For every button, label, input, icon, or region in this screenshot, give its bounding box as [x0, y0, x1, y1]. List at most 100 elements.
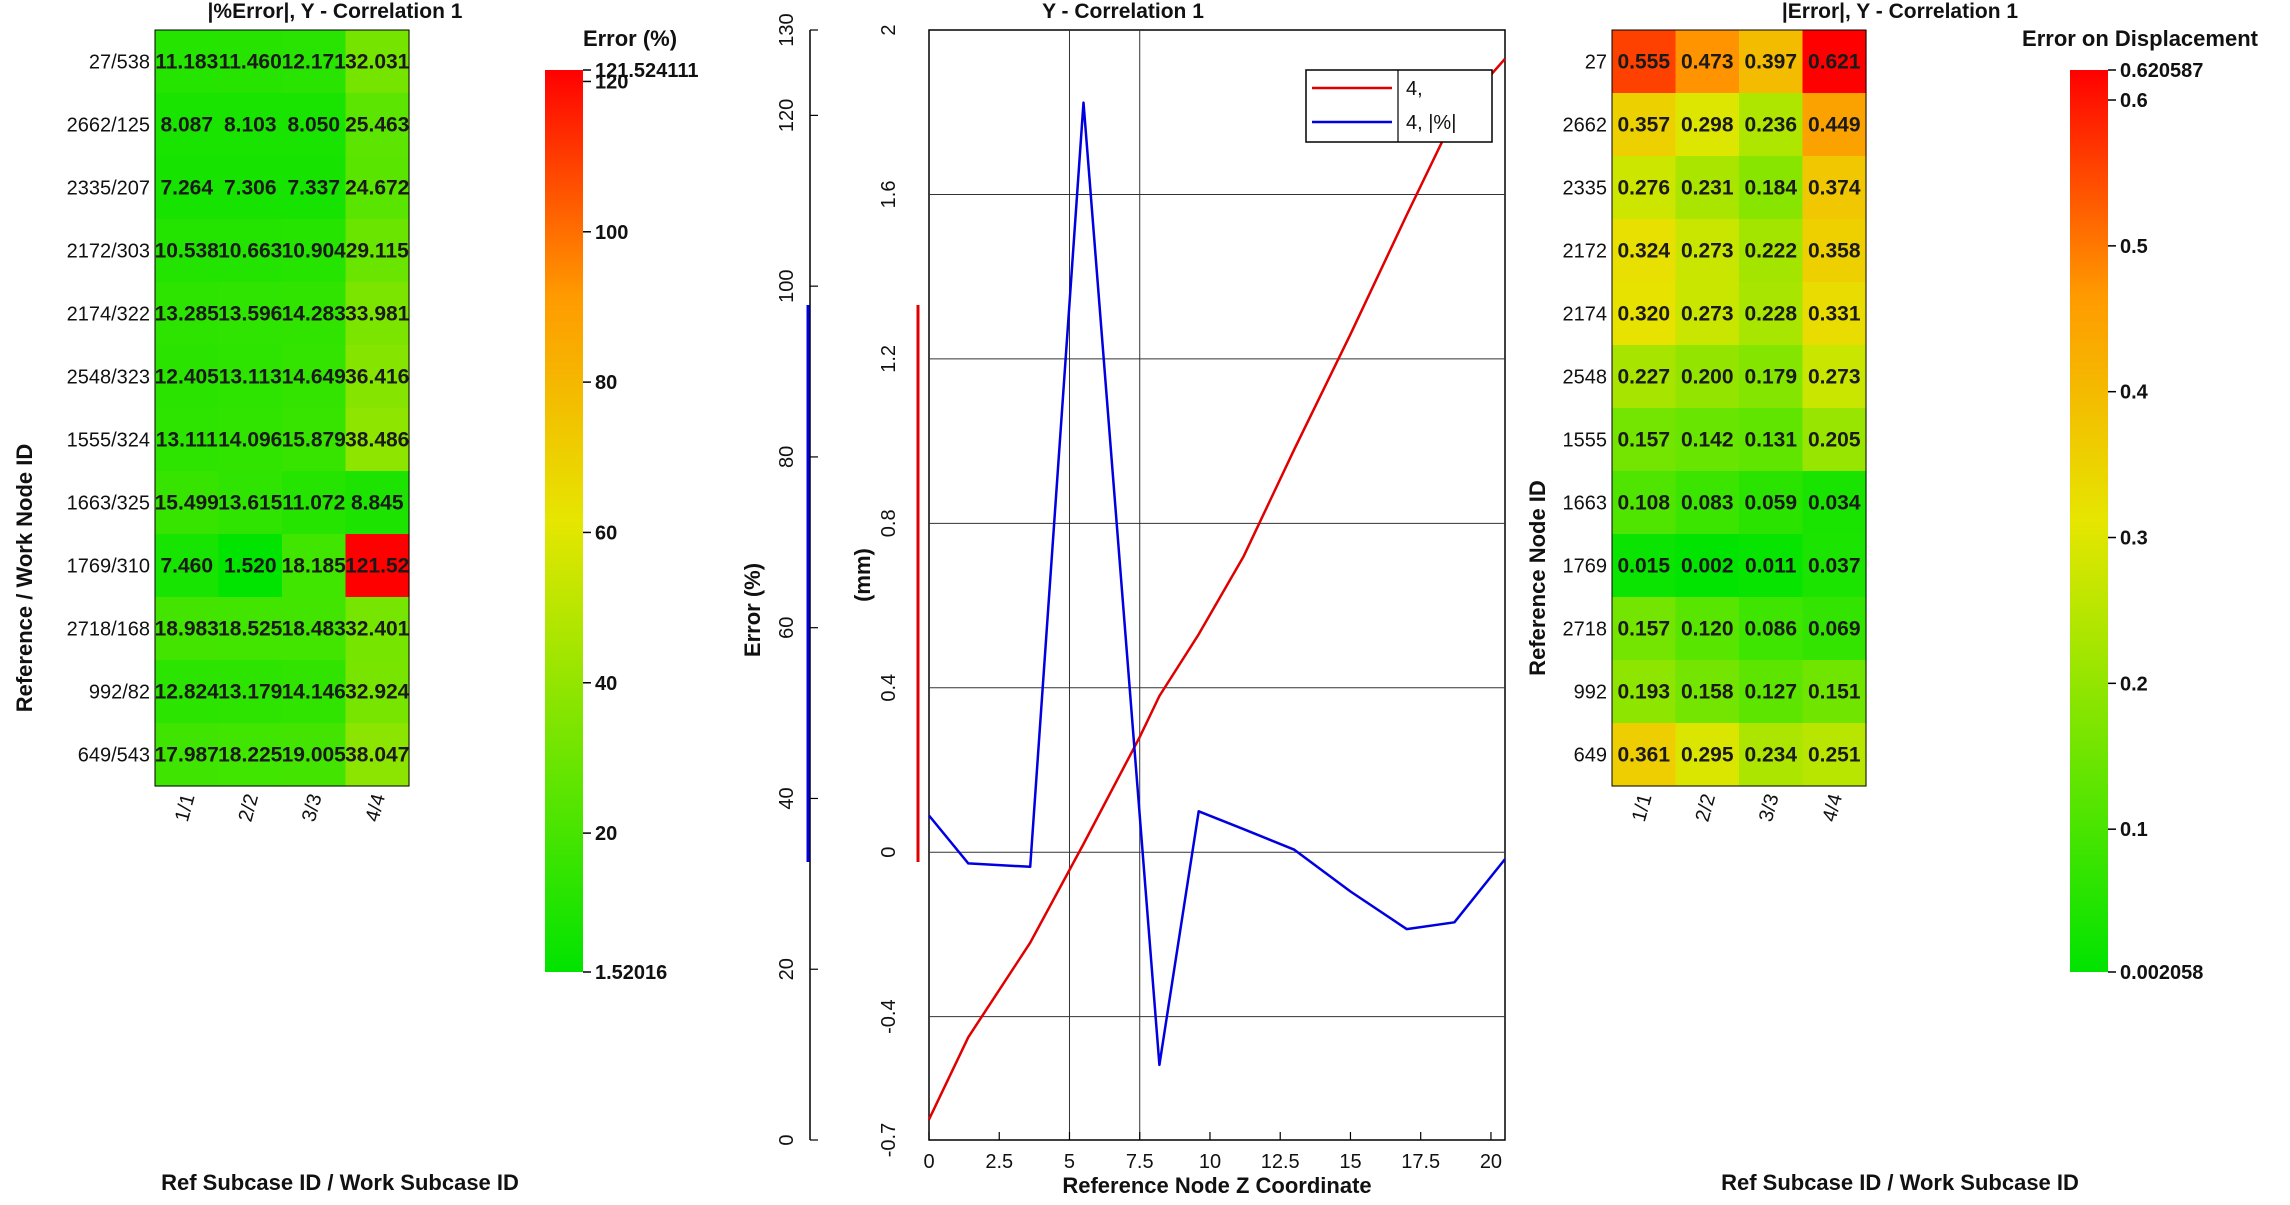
- row-label: 2718: [1563, 619, 1608, 641]
- x-tick-label: 7.5: [1126, 1151, 1154, 1173]
- heatmap-cell: [218, 282, 283, 346]
- colorbar-tick-label: 0.620587: [2120, 60, 2203, 82]
- right-heatmap-title: |Error|, Y - Correlation 1: [1782, 0, 2019, 23]
- heatmap-cell: [1675, 471, 1740, 535]
- cell-value: 8.050: [287, 114, 340, 137]
- heatmap-cell: [155, 282, 220, 346]
- heatmap-cell: [1612, 30, 1677, 94]
- cell-value: 18.483: [282, 618, 346, 641]
- cell-value: 10.538: [155, 240, 220, 263]
- series-line-error-percent: [928, 101, 1506, 1067]
- colorbar-tick-label: 100: [595, 222, 628, 244]
- heatmap-cell: [218, 660, 283, 724]
- colorbar-tick-label: 40: [595, 673, 617, 695]
- cell-value: 17.987: [155, 744, 219, 767]
- cell-value: 0.331: [1808, 303, 1861, 326]
- heatmap-cell: [1612, 597, 1677, 661]
- cell-value: 1.520: [224, 555, 277, 578]
- heatmap-frame: [1611, 29, 1867, 787]
- heatmap-cell: [218, 30, 283, 94]
- heatmap-cell: [345, 156, 410, 220]
- heatmap-cell: [218, 534, 283, 598]
- right-y-tick-label: 0: [878, 847, 900, 858]
- heatmap-cell: [1612, 219, 1677, 283]
- heatmap-cell: [1675, 597, 1740, 661]
- left-heatmap-row-labels: 27/538 2662/125 2335/207 2172/303 2174/322 25…: [67, 52, 150, 767]
- heatmap-cell: [1802, 219, 1867, 283]
- colorbar-tick-label: 0.4: [2120, 382, 2149, 404]
- legend-label-red: 4,: [1406, 78, 1423, 100]
- heatmap-cell: [1675, 219, 1740, 283]
- heatmap-cell: [345, 219, 410, 283]
- cell-value: 0.397: [1744, 51, 1797, 74]
- heatmap-cell: [218, 156, 283, 220]
- cell-value: 0.228: [1744, 303, 1797, 326]
- heatmap-cell: [1739, 345, 1804, 409]
- heatmap-cell: [1612, 282, 1677, 346]
- cell-value: 12.405: [155, 366, 220, 389]
- cell-value: 0.236: [1744, 114, 1797, 137]
- heatmap-cell: [282, 408, 347, 472]
- column-label: 1/1: [1628, 792, 1656, 825]
- heatmap-cell: [155, 408, 220, 472]
- heatmap-cell: [1802, 93, 1867, 157]
- column-label: 2/2: [235, 792, 263, 825]
- cell-value: 0.200: [1681, 366, 1734, 389]
- heatmap-cell: [218, 723, 283, 787]
- cell-value: 29.115: [346, 240, 409, 263]
- heatmap-cell: [155, 534, 220, 598]
- cell-value: 32.401: [345, 618, 410, 641]
- left-y-tick-label: 0: [776, 1134, 798, 1145]
- cell-value: 0.374: [1808, 177, 1861, 200]
- column-label: 4/4: [362, 792, 390, 825]
- heatmap-cell: [1802, 282, 1867, 346]
- column-label: 4/4: [1819, 792, 1847, 825]
- heatmap-cell: [155, 597, 220, 661]
- heatmap-cell: [1675, 345, 1740, 409]
- row-label: 1663/325: [67, 493, 150, 515]
- cell-value: 25.463: [345, 114, 409, 137]
- cell-value: 8.087: [160, 114, 213, 137]
- legend-label-blue: 4, |%|: [1406, 112, 1456, 134]
- heatmap-cell: [282, 282, 347, 346]
- colorbar-tick-label: 80: [595, 372, 617, 394]
- heatmap-cell: [1675, 723, 1740, 787]
- cell-value: 0.034: [1808, 492, 1861, 515]
- row-label: 2662: [1563, 115, 1608, 137]
- right-y-tick-label: 0.4: [878, 674, 900, 702]
- cell-value: 13.615: [218, 492, 283, 515]
- colorbar-tick-label: 1.52016: [595, 962, 667, 984]
- heatmap-cell: [1802, 660, 1867, 724]
- cell-value: 12.824: [155, 681, 220, 704]
- heatmap-cell: [1802, 156, 1867, 220]
- heatmap-cell: [345, 597, 410, 661]
- heatmap-cell: [1802, 408, 1867, 472]
- right-y-tick-label: 1.6: [878, 181, 900, 209]
- heatmap-frame: [154, 29, 410, 787]
- heatmap-cell: [1675, 30, 1740, 94]
- cell-value: 0.295: [1681, 744, 1734, 767]
- heatmap-cell: [218, 408, 283, 472]
- cell-value: 121.52: [345, 555, 409, 578]
- line-chart-right-y-ticks: -0.7 -0.4 0 0.4 0.8 1.2 1.6 2: [878, 24, 900, 1157]
- line-chart-plot-area: [928, 29, 1506, 1141]
- heatmap-cell: [1739, 93, 1804, 157]
- heatmap-cell: [218, 219, 283, 283]
- line-chart-grid: [929, 30, 1505, 1140]
- cell-value: 14.649: [282, 366, 346, 389]
- cell-value: 0.011: [1745, 555, 1797, 578]
- right-y-tick-label: 2: [878, 24, 900, 35]
- cell-value: 15.499: [155, 492, 219, 515]
- cell-value: 0.205: [1808, 429, 1861, 452]
- heatmap-cell: [1612, 723, 1677, 787]
- colorbar-tick-label: 0.6: [2120, 90, 2148, 112]
- heatmap-cell: [345, 282, 410, 346]
- heatmap-cell: [1739, 534, 1804, 598]
- colorbar-tick-label: 0.1: [2120, 819, 2148, 841]
- x-tick-label: 20: [1480, 1151, 1502, 1173]
- right-heatmap-column-labels: 1/1 2/2 3/3 4/4: [1628, 792, 1847, 825]
- left-y-tick-label: 20: [776, 958, 798, 980]
- row-label: 1769/310: [67, 556, 150, 578]
- line-chart-title: Y - Correlation 1: [1042, 0, 1204, 23]
